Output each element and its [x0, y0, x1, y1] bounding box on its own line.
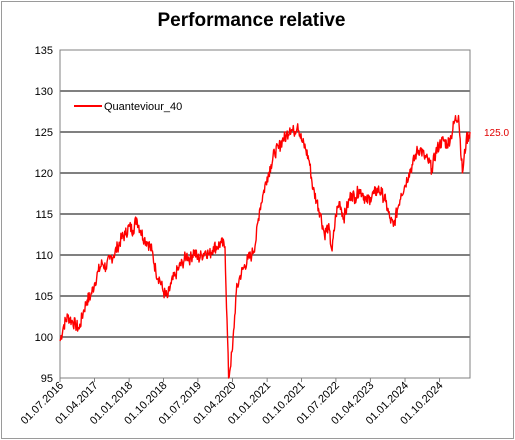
- y-tick-label: 135: [35, 45, 53, 57]
- y-tick-label: 115: [35, 209, 53, 221]
- y-tick-label: 100: [35, 332, 53, 344]
- end-value-label: 125.0: [484, 128, 509, 139]
- chart-title: Performance relative: [157, 10, 346, 31]
- legend: Quanteviour_40: [74, 101, 182, 113]
- y-tick-label: 95: [41, 373, 53, 385]
- plot-area: [59, 49, 471, 379]
- series-line: [59, 114, 471, 379]
- y-tick-label: 125: [35, 127, 53, 139]
- series-layer: 125.0: [59, 114, 509, 379]
- y-tick-label: 105: [35, 291, 53, 303]
- legend-label: Quanteviour_40: [104, 101, 182, 113]
- axes: 9510010511011512012513013501.07.201601.0…: [19, 45, 471, 427]
- y-tick-label: 130: [35, 86, 53, 98]
- y-tick-label: 110: [35, 250, 53, 262]
- y-tick-label: 120: [35, 168, 53, 180]
- grid: [60, 49, 470, 379]
